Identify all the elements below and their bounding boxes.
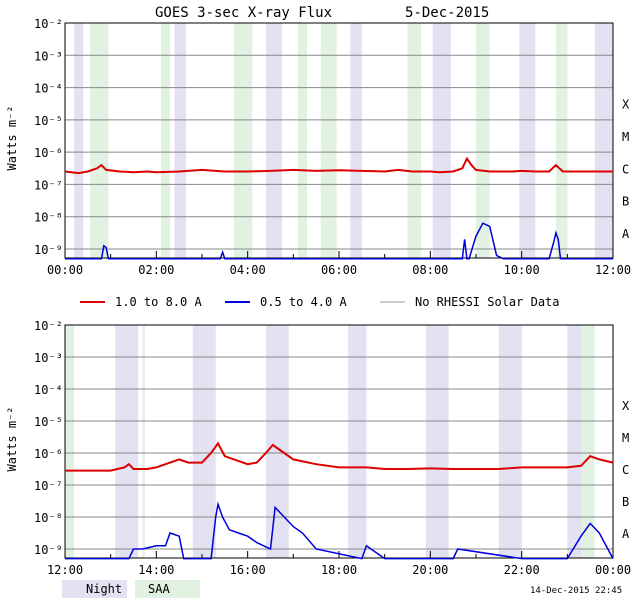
flare-class-label: C [622, 162, 629, 176]
night-band [348, 325, 367, 558]
y-axis-label: Watts m⁻² [5, 406, 19, 471]
flare-class-label: M [622, 431, 629, 445]
series-long-line [65, 441, 614, 472]
night-band [567, 325, 582, 558]
y-tick-label: 10⁻³ [34, 49, 63, 63]
chart-title: GOES 3-sec X-ray Flux [155, 5, 332, 21]
x-tick-label: 14:00 [138, 563, 174, 577]
x-tick-label: 04:00 [230, 263, 266, 277]
y-tick-label: 10⁻⁹ [34, 543, 63, 557]
legend-label-saa: SAA [148, 582, 170, 596]
saa-band [407, 23, 422, 258]
saa-band [476, 23, 490, 258]
y-tick-label: 10⁻⁷ [34, 479, 63, 493]
saa-band [581, 325, 595, 558]
legend-label-night: Night [86, 582, 122, 596]
legend-label-short: 0.5 to 4.0 A [260, 295, 347, 309]
flare-class-label: B [622, 195, 629, 209]
legend-label-norhessi: No RHESSI Solar Data [415, 295, 560, 309]
flare-class-label: B [622, 495, 629, 509]
night-band [498, 325, 522, 558]
night-band [350, 23, 362, 258]
night-band [115, 325, 139, 558]
panel-top: 10⁻² 10⁻³ 10⁻⁴ 10⁻⁵ 10⁻⁶ 10⁻⁷ 10⁻⁸ 10⁻⁹ Watts m⁻… [5, 17, 631, 277]
saa-band [142, 325, 145, 558]
night-band [174, 23, 187, 258]
flare-class-label: X [622, 98, 630, 112]
x-tick-label: 22:00 [504, 563, 540, 577]
x-tick-label: 16:00 [230, 563, 266, 577]
y-axis-label: Watts m⁻² [5, 105, 19, 170]
legend: 1.0 to 8.0 A 0.5 to 4.0 A No RHESSI Sola… [80, 295, 560, 309]
series-short-line [65, 222, 613, 260]
x-tick-label: 12:00 [47, 563, 83, 577]
flare-class-label: M [622, 130, 629, 144]
y-tick-label: 10⁻⁷ [34, 178, 63, 192]
y-tick-label: 10⁻⁶ [34, 146, 63, 160]
flare-class-label: A [622, 227, 630, 241]
y-tick-label: 10⁻³ [34, 351, 63, 365]
panel-bottom: 10⁻² 10⁻³ 10⁻⁴ 10⁻⁵ 10⁻⁶ 10⁻⁷ 10⁻⁸ 10⁻⁹ Watts m⁻… [5, 319, 631, 577]
flare-class-label: C [622, 463, 629, 477]
bottom-legend: Night SAA [62, 580, 200, 598]
y-tick-label: 10⁻⁸ [34, 211, 63, 225]
night-band [425, 325, 449, 558]
night-band [265, 325, 289, 558]
timestamp: 14-Dec-2015 22:45 [530, 586, 622, 596]
saa-band [65, 325, 75, 558]
y-tick-label: 10⁻⁴ [34, 383, 63, 397]
x-tick-label: 10:00 [504, 263, 540, 277]
legend-swatch-night [62, 580, 127, 598]
x-tick-label: 00:00 [595, 563, 631, 577]
night-band [519, 23, 536, 258]
x-tick-label: 12:00 [595, 263, 631, 277]
x-tick-label: 06:00 [321, 263, 357, 277]
y-tick-label: 10⁻⁵ [34, 415, 63, 429]
saa-band [297, 23, 308, 258]
legend-swatch-saa [135, 580, 200, 598]
y-tick-label: 10⁻⁶ [34, 447, 63, 461]
y-tick-label: 10⁻⁹ [34, 243, 63, 257]
night-band [432, 23, 451, 258]
night-band [594, 23, 613, 258]
x-tick-label: 18:00 [321, 563, 357, 577]
x-tick-label: 08:00 [412, 263, 448, 277]
series-short-line [65, 501, 614, 560]
legend-label-long: 1.0 to 8.0 A [115, 295, 202, 309]
x-tick-label: 00:00 [47, 263, 83, 277]
x-tick-label: 02:00 [138, 263, 174, 277]
saa-band [555, 23, 568, 258]
night-band [74, 23, 84, 258]
y-tick-label: 10⁻⁵ [34, 114, 63, 128]
series-long-line [64, 156, 613, 175]
chart-date: 5-Dec-2015 [405, 5, 489, 21]
saa-band [233, 23, 253, 258]
night-band [192, 325, 216, 558]
flare-class-label: A [622, 527, 630, 541]
x-tick-label: 20:00 [412, 563, 448, 577]
plot-frame [64, 324, 614, 559]
saa-band [160, 23, 171, 258]
y-tick-label: 10⁻² [34, 319, 63, 333]
saa-band [90, 23, 109, 258]
night-band [265, 23, 282, 258]
y-tick-label: 10⁻² [34, 17, 63, 31]
flare-class-label: X [622, 399, 630, 413]
saa-band [320, 23, 337, 258]
y-tick-label: 10⁻⁴ [34, 82, 63, 96]
y-tick-label: 10⁻⁸ [34, 511, 63, 525]
